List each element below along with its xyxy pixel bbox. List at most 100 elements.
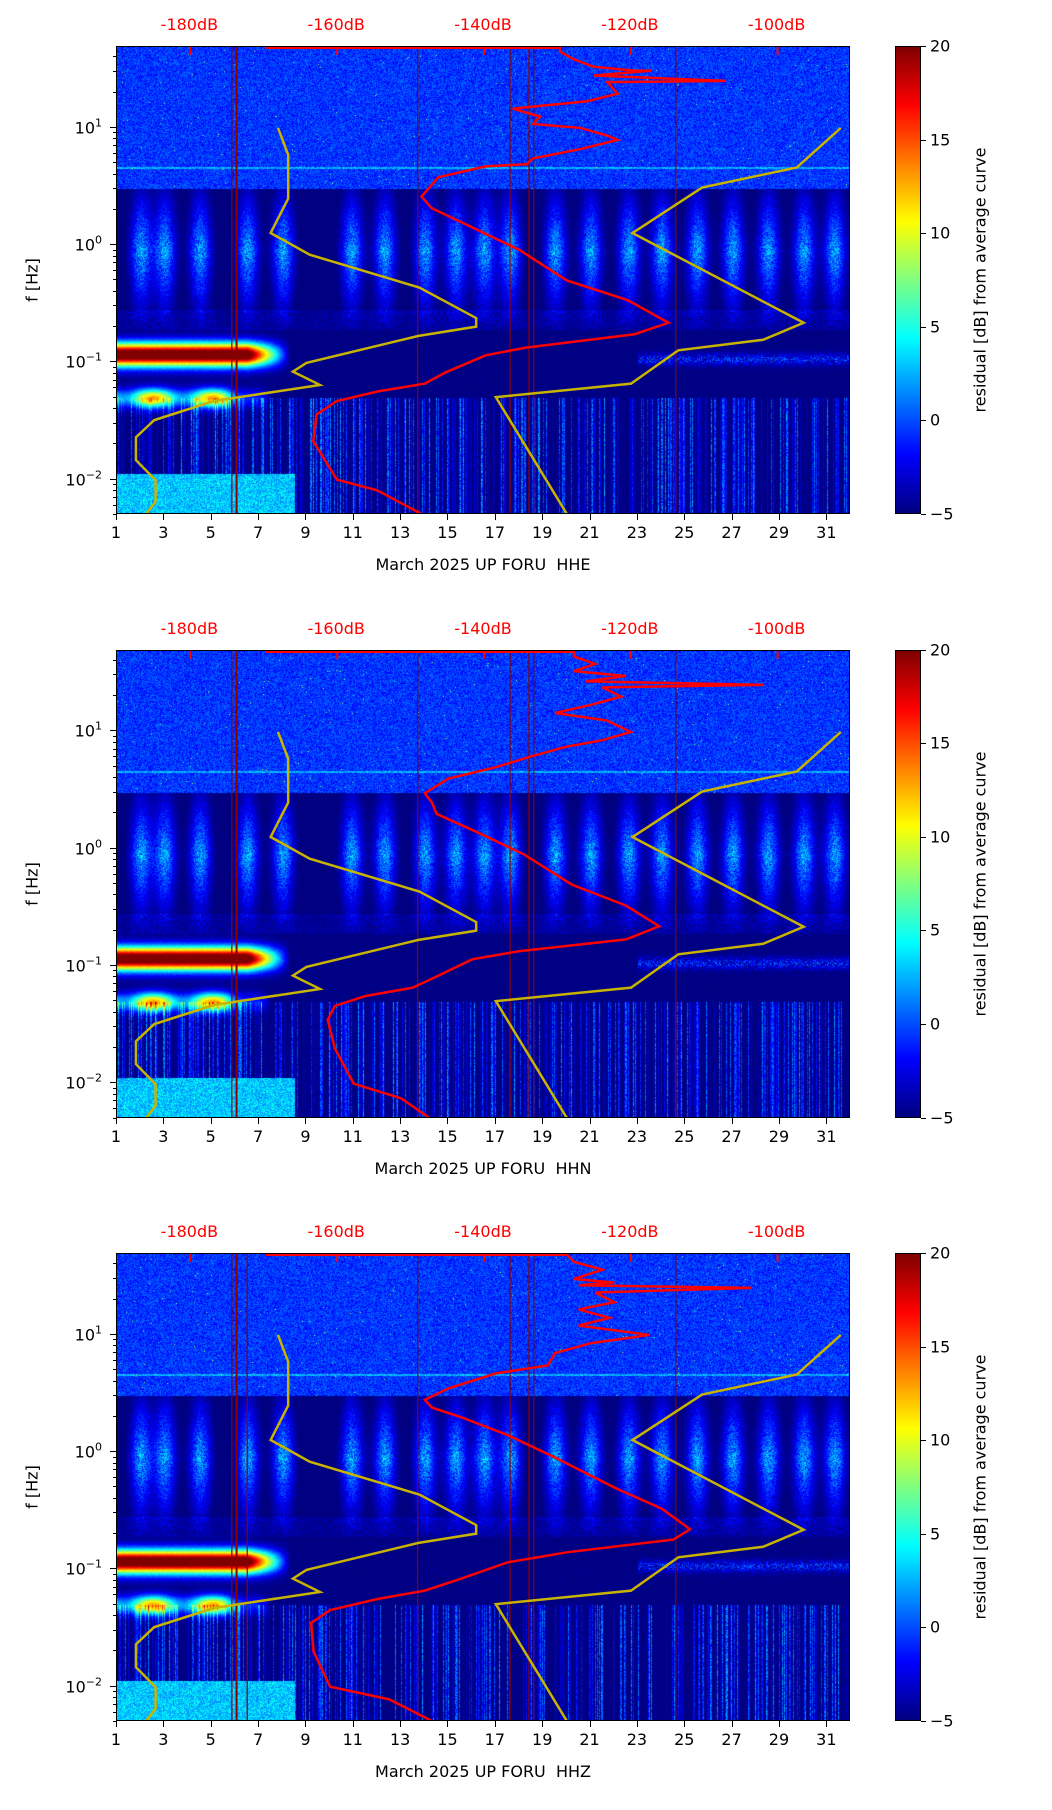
y-tick-label: 100 [75,1441,102,1462]
y-minor-tick [113,423,116,424]
nlnm-curve [136,128,476,514]
x-tick [163,1118,164,1124]
y-minor-tick [113,1299,116,1300]
x-tick-label: 13 [390,1730,410,1749]
x-tick [116,514,117,520]
y-tick-exponent: −2 [86,1675,102,1688]
x-tick-label: 21 [579,523,599,542]
y-minor-tick [113,514,116,515]
x-tick-label: 7 [253,1730,263,1749]
x-tick-label: 3 [158,523,168,542]
y-minor-tick [113,736,116,737]
top-db-tick-label: -140dB [454,15,511,34]
x-tick [779,514,780,520]
x-tick-label: 3 [158,1730,168,1749]
y-minor-tick [113,497,116,498]
y-minor-tick [113,380,116,381]
spectrogram-panel-hhz: -180dB -160dB -140dB -120dB -100dB 1 3 5 7 9 11 13 1… [0,1207,1052,1810]
y-tick [110,1568,116,1569]
y-minor-tick [113,859,116,860]
x-tick-label: 31 [816,1730,836,1749]
y-minor-tick [113,1580,116,1581]
x-tick [211,1118,212,1124]
y-minor-tick [113,1047,116,1048]
y-minor-tick [113,326,116,327]
x-tick-label: 31 [816,523,836,542]
y-tick-label: 101 [75,720,102,741]
y-tick [110,127,116,128]
colorbar [895,46,921,514]
x-tick [353,1721,354,1727]
y-tick-exponent: 1 [95,1323,102,1336]
x-tick [163,1721,164,1727]
y-minor-tick [113,490,116,491]
x-tick [258,1721,259,1727]
top-db-tick-label: -160dB [307,1222,364,1241]
colorbar-tick-label: 15 [930,130,950,149]
x-tick [637,514,638,520]
x-tick [637,1118,638,1124]
nlnm-curve [136,1335,476,1721]
x-tick [116,1721,117,1727]
plot-area [116,1253,850,1721]
x-tick [163,514,164,520]
y-minor-tick [113,909,116,910]
y-minor-tick [113,792,116,793]
average-psd-curve [266,1255,752,1721]
x-tick [305,514,306,520]
colorbar-tick [921,743,926,744]
curve-overlay [117,47,850,514]
y-tick-base: 10 [65,470,85,489]
x-tick-label: 17 [485,1127,505,1146]
y-tick-base: 10 [75,722,95,741]
x-tick [305,1118,306,1124]
colorbar-tick-label: 5 [930,921,940,940]
y-tick-base: 10 [75,1325,95,1344]
y-minor-tick [113,660,116,661]
colorbar-tick-label: −5 [930,1108,954,1127]
y-tick [110,1686,116,1687]
curve-overlay [117,1254,850,1721]
y-tick-label: 10−1 [65,1558,102,1579]
x-tick [684,1118,685,1124]
colorbar-tick-label: 10 [930,224,950,243]
colorbar-label: residual [dB] from average curve [971,148,990,413]
x-tick-label: 19 [532,523,552,542]
colorbar-tick [921,1440,926,1441]
colorbar-tick-label: 0 [930,1014,940,1033]
x-tick-label: 23 [627,523,647,542]
y-minor-tick [113,484,116,485]
y-tick-label: 101 [75,116,102,137]
y-tick-base: 10 [65,1560,85,1579]
y-minor-tick [113,1000,116,1001]
y-minor-tick [113,1360,116,1361]
x-tick-label: 9 [300,1127,310,1146]
y-minor-tick [113,756,116,757]
y-minor-tick [113,92,116,93]
colorbar-tick [921,1534,926,1535]
y-minor-tick [113,1615,116,1616]
y-minor-tick [113,970,116,971]
x-tick-label: 15 [437,1730,457,1749]
y-minor-tick [113,1416,116,1417]
spectrogram-panel-hhe: -180dB -160dB -140dB -120dB -100dB 1 3 5 7 9 11 13 1… [0,0,1052,603]
y-tick-exponent: −1 [86,954,102,967]
y-tick-base: 10 [75,1443,95,1462]
y-tick-base: 10 [65,956,85,975]
x-tick-label: 23 [627,1127,647,1146]
y-minor-tick [113,279,116,280]
y-tick [110,848,116,849]
y-minor-tick [113,894,116,895]
y-minor-tick [113,983,116,984]
top-db-tick-label: -100dB [748,1222,805,1241]
y-tick-label: 10−1 [65,351,102,372]
colorbar-tick [921,327,926,328]
x-tick-label: 25 [674,523,694,542]
top-db-tick-label: -140dB [454,1222,511,1241]
colorbar-tick [921,1024,926,1025]
x-tick-label: 1 [111,523,121,542]
colorbar-tick-label: 0 [930,411,940,430]
y-tick-base: 10 [75,118,95,137]
x-tick [353,1118,354,1124]
y-minor-tick [113,262,116,263]
